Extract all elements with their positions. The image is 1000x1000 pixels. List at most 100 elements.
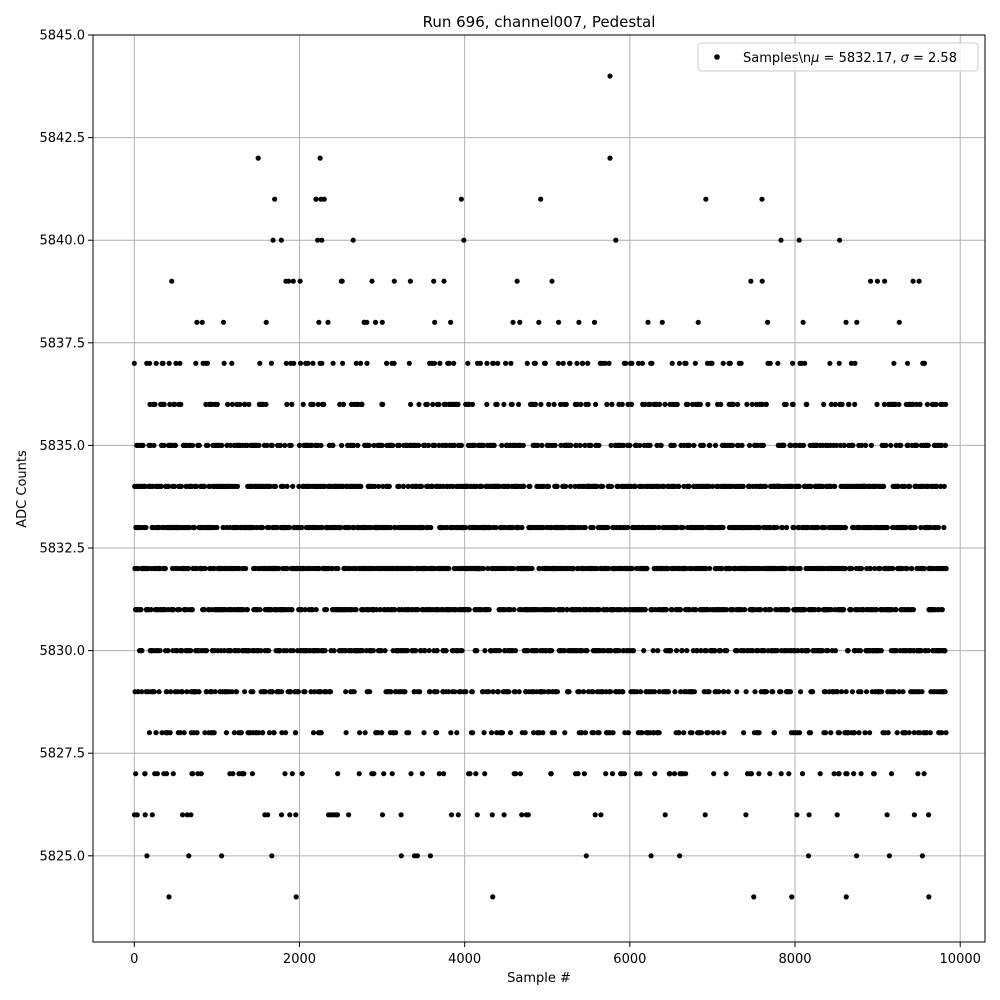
y-tick-label: 5825.0	[40, 849, 86, 864]
data-point	[705, 401, 711, 407]
data-point	[507, 730, 514, 736]
data-point	[506, 689, 512, 695]
data-point	[233, 689, 240, 695]
data-point	[266, 648, 272, 654]
data-point	[905, 360, 911, 366]
data-point	[759, 401, 766, 407]
data-point	[139, 648, 145, 654]
data-point	[575, 771, 581, 777]
data-point	[916, 278, 922, 284]
data-point	[886, 853, 893, 859]
data-point	[384, 360, 390, 366]
data-point	[173, 360, 179, 366]
data-point	[752, 689, 758, 695]
data-point	[676, 360, 683, 366]
data-point	[166, 483, 172, 489]
data-point	[267, 483, 273, 489]
data-point	[882, 278, 888, 284]
data-point	[712, 648, 718, 654]
data-point	[238, 730, 244, 736]
data-point	[729, 442, 736, 448]
data-point	[758, 607, 764, 613]
data-point	[259, 524, 266, 531]
data-point	[625, 524, 631, 531]
data-point	[884, 812, 890, 818]
data-point	[310, 730, 317, 736]
data-point	[356, 771, 362, 777]
x-tick-label: 2000	[283, 952, 316, 967]
data-point	[629, 565, 635, 572]
data-point	[721, 689, 727, 695]
data-point	[785, 607, 791, 613]
data-point	[582, 442, 588, 448]
data-point	[896, 401, 902, 407]
data-point	[577, 442, 583, 448]
data-point	[283, 730, 289, 736]
data-point	[272, 483, 279, 489]
data-point	[149, 812, 155, 818]
data-point	[179, 648, 185, 654]
data-point	[685, 401, 691, 407]
data-point	[832, 648, 839, 654]
data-point	[552, 442, 558, 448]
data-point	[212, 689, 218, 695]
data-point	[316, 319, 322, 325]
data-point	[290, 648, 296, 654]
data-point	[661, 483, 667, 489]
data-point	[485, 565, 491, 572]
data-point	[343, 730, 349, 736]
data-point	[290, 483, 296, 489]
data-point	[172, 483, 178, 489]
data-point	[157, 648, 163, 654]
data-point	[167, 401, 173, 407]
data-point	[848, 607, 854, 613]
data-point	[802, 607, 808, 613]
data-point	[163, 771, 170, 777]
data-point	[400, 483, 407, 489]
data-point	[921, 565, 927, 572]
data-point	[901, 483, 908, 489]
data-point	[676, 483, 682, 489]
data-point	[867, 565, 874, 572]
data-point	[223, 730, 229, 736]
data-point-outlier	[789, 894, 795, 900]
data-point	[632, 483, 638, 489]
data-point	[271, 730, 277, 736]
data-point	[458, 442, 464, 448]
data-point	[862, 730, 868, 736]
data-point	[935, 524, 942, 531]
data-point	[358, 360, 364, 366]
data-point	[863, 689, 870, 695]
data-point	[563, 401, 569, 407]
data-point	[274, 524, 280, 531]
data-point	[379, 319, 385, 325]
data-point	[842, 565, 848, 572]
data-point	[703, 565, 709, 572]
data-point	[774, 524, 780, 531]
data-point	[560, 607, 566, 613]
data-point	[357, 730, 363, 736]
data-point	[796, 483, 802, 489]
data-point	[608, 689, 614, 695]
data-point	[269, 442, 275, 448]
data-point	[432, 319, 438, 325]
data-point	[488, 730, 495, 736]
data-point	[836, 771, 842, 777]
data-point	[642, 607, 648, 613]
data-point	[925, 648, 932, 654]
data-point	[698, 730, 705, 736]
data-point	[691, 689, 698, 695]
data-point	[339, 442, 345, 448]
data-point	[790, 401, 796, 407]
data-point	[289, 607, 295, 613]
data-point	[313, 607, 319, 613]
data-point	[465, 360, 471, 366]
data-point	[921, 771, 927, 777]
data-point	[172, 442, 178, 448]
data-point	[911, 730, 917, 736]
data-point	[939, 442, 945, 448]
data-point	[749, 648, 756, 654]
data-point	[694, 648, 700, 654]
data-point	[833, 442, 840, 448]
data-point	[637, 442, 643, 448]
